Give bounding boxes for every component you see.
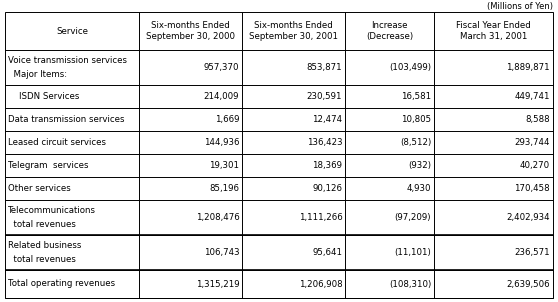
Text: Leased circuit services: Leased circuit services	[8, 138, 106, 147]
Text: 10,805: 10,805	[401, 115, 431, 124]
Text: (8,512): (8,512)	[400, 138, 431, 147]
Text: 85,196: 85,196	[209, 184, 239, 193]
Text: 957,370: 957,370	[204, 63, 239, 72]
Text: 170,458: 170,458	[514, 184, 550, 193]
Text: Related business: Related business	[8, 241, 81, 250]
Text: Fiscal Year Ended
March 31, 2001: Fiscal Year Ended March 31, 2001	[456, 21, 531, 41]
Text: 449,741: 449,741	[514, 92, 550, 101]
Text: 293,744: 293,744	[514, 138, 550, 147]
Text: Increase
(Decrease): Increase (Decrease)	[366, 21, 413, 41]
Text: (11,101): (11,101)	[395, 248, 431, 257]
Text: Voice transmission services: Voice transmission services	[8, 56, 127, 65]
Text: (103,499): (103,499)	[389, 63, 431, 72]
Text: total revenues: total revenues	[8, 255, 76, 264]
Text: 853,871: 853,871	[307, 63, 342, 72]
Text: 144,936: 144,936	[204, 138, 239, 147]
Text: Six-months Ended
September 30, 2000: Six-months Ended September 30, 2000	[146, 21, 235, 41]
Text: total revenues: total revenues	[8, 220, 76, 229]
Text: 1,315,219: 1,315,219	[196, 279, 239, 288]
Text: 136,423: 136,423	[307, 138, 342, 147]
Text: Other services: Other services	[8, 184, 71, 193]
Text: 1,111,266: 1,111,266	[299, 213, 342, 222]
Text: 16,581: 16,581	[401, 92, 431, 101]
Text: 40,270: 40,270	[520, 161, 550, 170]
Text: Service: Service	[56, 27, 88, 36]
Text: (97,209): (97,209)	[395, 213, 431, 222]
Text: Telecommunications: Telecommunications	[8, 206, 96, 215]
Text: Data transmission services: Data transmission services	[8, 115, 124, 124]
Text: 19,301: 19,301	[209, 161, 239, 170]
Text: 4,930: 4,930	[407, 184, 431, 193]
Text: 18,369: 18,369	[312, 161, 342, 170]
Text: (108,310): (108,310)	[389, 279, 431, 288]
Text: 1,206,908: 1,206,908	[299, 279, 342, 288]
Text: 90,126: 90,126	[312, 184, 342, 193]
Text: 95,641: 95,641	[312, 248, 342, 257]
Text: 2,402,934: 2,402,934	[506, 213, 550, 222]
Text: 12,474: 12,474	[312, 115, 342, 124]
Text: Six-months Ended
September 30, 2001: Six-months Ended September 30, 2001	[249, 21, 338, 41]
Text: 1,208,476: 1,208,476	[195, 213, 239, 222]
Text: (932): (932)	[408, 161, 431, 170]
Text: 8,588: 8,588	[526, 115, 550, 124]
Text: 106,743: 106,743	[204, 248, 239, 257]
Text: Major Items:: Major Items:	[8, 70, 67, 79]
Text: 1,889,871: 1,889,871	[506, 63, 550, 72]
Text: 214,009: 214,009	[204, 92, 239, 101]
Text: 230,591: 230,591	[307, 92, 342, 101]
Text: 2,639,506: 2,639,506	[506, 279, 550, 288]
Text: (Millions of Yen): (Millions of Yen)	[487, 2, 553, 11]
Text: 1,669: 1,669	[215, 115, 239, 124]
Text: 236,571: 236,571	[514, 248, 550, 257]
Text: Telegram  services: Telegram services	[8, 161, 89, 170]
Text: ISDN Services: ISDN Services	[8, 92, 79, 101]
Text: Total operating revenues: Total operating revenues	[8, 279, 115, 288]
